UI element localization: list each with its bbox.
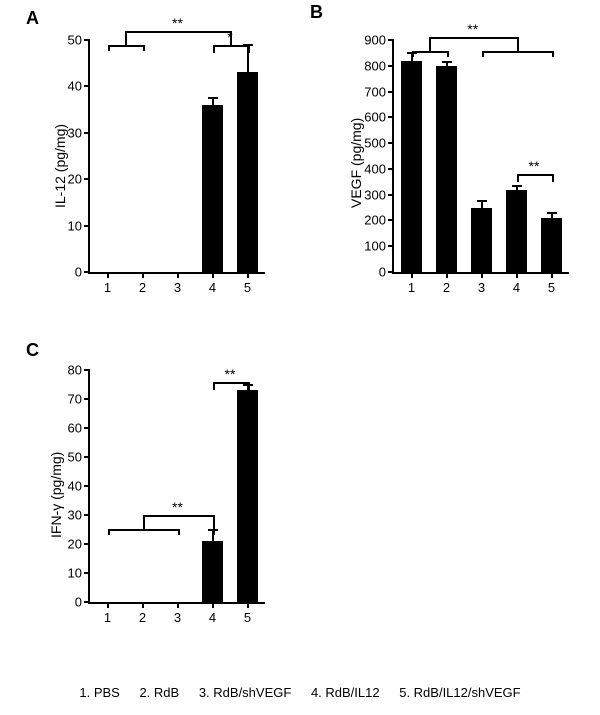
legend: 1. PBS 2. RdB 3. RdB/shVEGF 4. RdB/IL12 … [0,685,600,700]
sig-label: ** [172,15,183,31]
ytick-label: 0 [47,595,82,610]
panel-a-label: A [26,8,39,29]
sig-label: * [227,29,232,45]
xtick-label: 3 [174,280,181,295]
ytick-label: 10 [47,566,82,581]
ytick-label: 40 [47,479,82,494]
ytick-label: 700 [351,84,386,99]
ytick-label: 900 [351,33,386,48]
sig-label: ** [467,21,478,37]
legend-item: 5. RdB/IL12/shVEGF [399,685,520,700]
ytick-label: 50 [47,450,82,465]
bar [506,190,528,272]
ytick-label: 50 [47,33,82,48]
panel-c-label: C [26,340,39,361]
xtick-label: 3 [174,610,181,625]
sig-label: ** [172,499,183,515]
xtick-label: 1 [408,280,415,295]
legend-item: 4. RdB/IL12 [311,685,380,700]
ytick-label: 60 [47,421,82,436]
sig-label: ** [529,158,540,174]
ytick-label: 200 [351,213,386,228]
ytick-label: 300 [351,187,386,202]
ytick-label: 800 [351,58,386,73]
xtick-label: 1 [104,280,111,295]
ytick-label: 10 [47,218,82,233]
ytick-label: 20 [47,172,82,187]
chart-c: IFN-γ (pg/mg) 0102030405060708012345**** [88,370,265,604]
panel-b-label: B [310,2,323,23]
ytick-label: 400 [351,161,386,176]
ytick-label: 20 [47,537,82,552]
ytick-label: 30 [47,125,82,140]
ytick-label: 100 [351,239,386,254]
xtick-label: 2 [443,280,450,295]
bar [541,218,563,272]
legend-item: 2. RdB [139,685,179,700]
xtick-label: 3 [478,280,485,295]
bar [237,390,259,602]
ytick-label: 30 [47,508,82,523]
ytick-label: 80 [47,363,82,378]
chart-b: VEGF (pg/mg) 010020030040050060070080090… [392,40,569,274]
xtick-label: 2 [139,280,146,295]
sig-label: ** [225,366,236,382]
bar [202,105,224,272]
xtick-label: 4 [209,610,216,625]
xtick-label: 4 [513,280,520,295]
ytick-label: 70 [47,392,82,407]
ytick-label: 0 [47,265,82,280]
legend-item: 1. PBS [79,685,119,700]
xtick-label: 4 [209,280,216,295]
xtick-label: 2 [139,610,146,625]
xtick-label: 5 [244,610,251,625]
xtick-label: 5 [548,280,555,295]
chart-a: IL-12 (pg/mg) 0102030405012345*** [88,40,265,274]
xtick-label: 1 [104,610,111,625]
bar [237,72,259,272]
bar [471,208,493,272]
bar [436,66,458,272]
chart-a-yaxis-title: IL-12 (pg/mg) [52,108,68,208]
legend-item: 3. RdB/shVEGF [199,685,291,700]
bar [202,541,224,602]
ytick-label: 40 [47,79,82,94]
xtick-label: 5 [244,280,251,295]
ytick-label: 500 [351,136,386,151]
ytick-label: 600 [351,110,386,125]
bar [401,61,423,272]
ytick-label: 0 [351,265,386,280]
